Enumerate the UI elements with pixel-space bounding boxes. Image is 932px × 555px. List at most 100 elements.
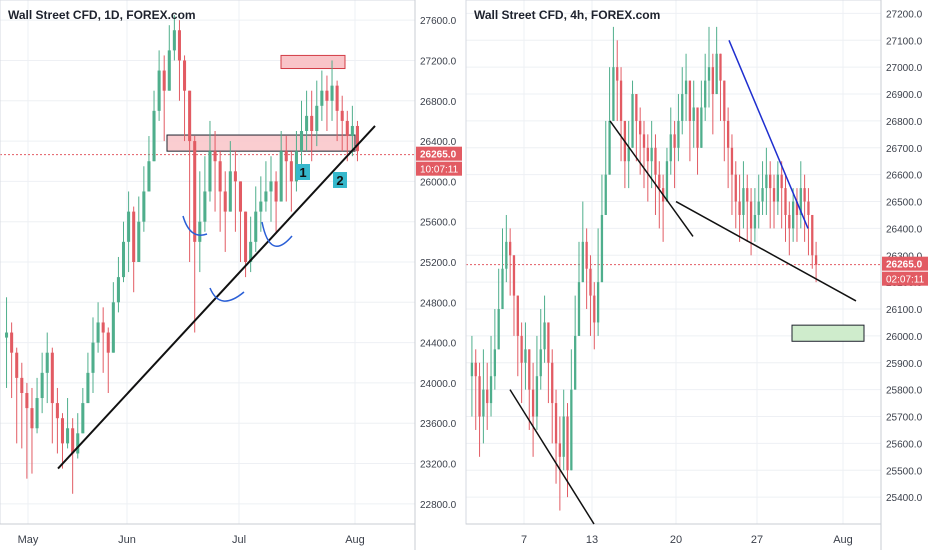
candle-body	[279, 151, 283, 202]
candle-body	[677, 120, 680, 148]
right-chart-title: Wall Street CFD, 4h, FOREX.com	[474, 8, 660, 22]
candle-body	[274, 181, 278, 202]
candle-body	[20, 377, 24, 393]
candle-body	[310, 115, 314, 131]
candle-body	[726, 120, 730, 148]
price-tick-label: 26100.0	[886, 305, 923, 316]
candle-body	[696, 107, 699, 148]
candle-body	[734, 174, 737, 202]
left-time-axis[interactable]: May Jun Jul Aug	[18, 534, 365, 546]
candle-body	[807, 201, 810, 215]
price-tick-label: 27100.0	[886, 36, 923, 47]
candle-body	[684, 80, 688, 95]
candle-body	[589, 268, 592, 296]
candle-body	[66, 428, 70, 444]
price-tick-label: 26700.0	[886, 144, 923, 155]
candle-body	[71, 428, 75, 454]
candle-body	[486, 389, 489, 404]
price-tick-label: 25900.0	[886, 359, 923, 370]
candle-body	[137, 221, 141, 262]
left-zones	[166, 54, 356, 152]
candle-body	[162, 70, 166, 91]
candle-body	[665, 161, 669, 202]
right-chart-grid	[466, 0, 881, 524]
candle-body	[127, 211, 131, 242]
candle-body	[723, 80, 726, 121]
candle-body	[474, 362, 477, 377]
candle-body	[650, 147, 653, 162]
candle-body	[238, 181, 243, 212]
candle-body	[811, 214, 814, 256]
candle-body	[509, 241, 512, 256]
price-tick-label: 27200.0	[886, 9, 923, 20]
right-last-price-tag: 26265.0 02:07:11	[882, 256, 928, 286]
left-candles	[5, 15, 359, 494]
candle-body	[10, 332, 14, 353]
label-1: 1	[299, 165, 306, 180]
candle-body	[5, 332, 9, 338]
countdown-badge	[416, 161, 462, 176]
candle-body	[15, 352, 19, 378]
candle-body	[254, 211, 258, 242]
trendline-falling-1	[509, 389, 595, 525]
resistance-zone-top	[280, 54, 346, 70]
label-box-2	[333, 172, 347, 188]
hand-curve-3	[261, 221, 293, 247]
candle-body	[612, 67, 615, 121]
candle-body	[249, 241, 253, 262]
candle-body	[188, 90, 192, 142]
candle-body	[692, 107, 695, 121]
candle-body	[554, 403, 558, 444]
candle-body	[489, 376, 493, 404]
support-trendline	[675, 200, 857, 302]
candle-body	[91, 342, 95, 373]
candle-body	[177, 30, 181, 61]
price-tick-label: 26800.0	[886, 117, 923, 128]
candle-body	[96, 322, 100, 343]
countdown-value: 02:07:11	[886, 275, 925, 286]
price-tick-label: 23200.0	[420, 460, 457, 471]
candle-body	[639, 120, 642, 135]
price-tick-label: 26800.0	[420, 97, 457, 108]
candle-body	[325, 90, 329, 101]
candle-body	[213, 151, 217, 162]
candle-body	[531, 389, 535, 417]
candle-body	[35, 398, 39, 429]
countdown-value: 10:07:11	[420, 165, 459, 176]
left-price-axis[interactable]: 27600.0 27200.0 26800.0 26400.0 26000.0 25600…	[420, 16, 457, 511]
candle-body	[305, 115, 309, 131]
resistance-zone-main	[166, 134, 356, 152]
candle-body	[482, 389, 485, 417]
candle-body	[585, 241, 588, 269]
candle-body	[203, 191, 207, 222]
candle-body	[528, 349, 531, 390]
right-time-axis[interactable]: 7 13 20 27 Aug	[521, 534, 853, 546]
candle-body	[81, 403, 85, 434]
last-price-value: 26265.0	[420, 150, 457, 161]
left-drawings: 12	[57, 125, 376, 470]
price-tick-label: 23600.0	[420, 419, 457, 430]
chart-divider[interactable]	[458, 0, 466, 550]
candle-body	[711, 67, 714, 95]
candle-body	[700, 107, 703, 148]
candle-body	[330, 85, 334, 101]
countdown-badge	[882, 271, 928, 286]
candle-body	[350, 125, 354, 137]
candle-body	[259, 201, 263, 212]
price-tick-label: 27600.0	[420, 16, 457, 27]
candle-body	[30, 408, 34, 429]
price-tick-label: 25700.0	[886, 413, 923, 424]
time-tick-label: Jun	[118, 534, 136, 546]
price-tick-label: 25600.0	[886, 439, 923, 450]
candle-body	[320, 90, 324, 106]
candle-body	[497, 309, 500, 350]
left-chart-grid	[0, 0, 415, 524]
candle-body	[574, 335, 577, 390]
right-chart-plot-area[interactable]	[465, 0, 882, 525]
time-tick-label: Jul	[232, 534, 246, 546]
candle-body	[780, 174, 783, 189]
candle-body	[111, 302, 115, 353]
candle-body	[157, 70, 161, 111]
candle-body	[147, 161, 151, 192]
